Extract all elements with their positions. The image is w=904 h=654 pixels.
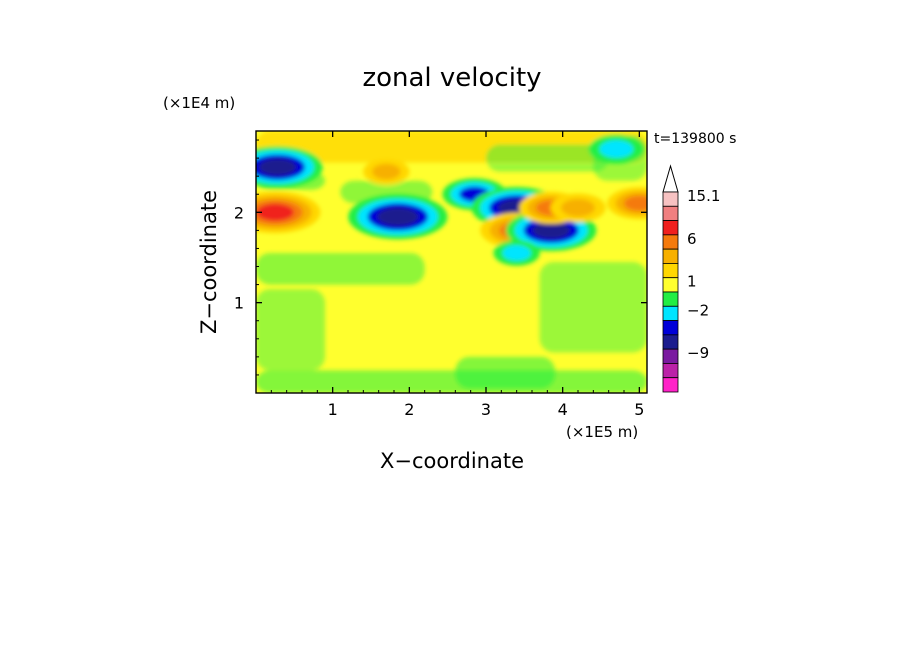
- colorbar-swatch: [662, 291, 679, 307]
- x-axis-label: X−coordinate: [380, 449, 524, 473]
- colorbar-swatch: [662, 220, 679, 236]
- colorbar-swatch: [662, 377, 679, 393]
- contour-level: [623, 195, 647, 211]
- colorbar-label: −9: [687, 344, 709, 362]
- field-band: [256, 289, 325, 371]
- colorbar-swatch: [662, 320, 679, 336]
- contour-level: [258, 158, 297, 176]
- colorbar-label: 1: [687, 273, 697, 291]
- x-tick-label: 5: [634, 400, 644, 419]
- colorbar-label: 6: [687, 230, 697, 248]
- colorbar: 15.1 6 1 −2 −9: [662, 164, 720, 393]
- field-feature: [348, 194, 448, 240]
- colorbar-swatch: [662, 305, 679, 321]
- colorbar-swatch: [662, 363, 679, 379]
- y-tick-label: 1: [234, 294, 244, 313]
- y-axis-label: Z−coordinate: [197, 190, 221, 334]
- colorbar-swatch: [662, 234, 679, 250]
- field-feature: [550, 193, 606, 223]
- colorbar-swatch: [662, 348, 679, 364]
- x-axis: 1 2 3 4 5: [270, 131, 644, 419]
- colorbar-label: −2: [687, 301, 709, 319]
- y-tick-label: 2: [234, 203, 244, 222]
- field-band: [486, 144, 609, 172]
- field-band: [539, 262, 647, 353]
- x-tick-label: 1: [328, 400, 338, 419]
- contour-level: [256, 203, 294, 221]
- contour-level: [532, 221, 570, 240]
- y-scale-label: (×1E4 m): [163, 94, 235, 112]
- field-feature: [493, 240, 540, 266]
- contour-level: [372, 163, 401, 180]
- x-tick-label: 2: [404, 400, 414, 419]
- time-label: t=139800 s: [654, 131, 736, 147]
- x-tick-label: 3: [481, 400, 491, 419]
- plot-frame: [255, 130, 648, 394]
- field-band: [455, 356, 555, 389]
- x-scale-label: (×1E5 m): [566, 423, 638, 441]
- colorbar-label: 15.1: [687, 187, 720, 205]
- colorbar-swatch: [662, 191, 679, 207]
- colorbar-swatch: [662, 334, 679, 350]
- contour-level: [502, 245, 531, 261]
- field-feature: [588, 134, 644, 164]
- colorbar-swatch: [662, 277, 679, 293]
- y-axis: 12: [234, 139, 647, 376]
- field-band: [256, 370, 647, 393]
- colorbar-swatch: [662, 263, 679, 279]
- x-tick-label: 4: [558, 400, 568, 419]
- field-feature: [256, 146, 323, 188]
- colorbar-extend-triangle: [662, 164, 679, 193]
- colorbar-swatch: [662, 205, 679, 221]
- plot-field: [256, 131, 647, 393]
- contour-level: [561, 199, 595, 217]
- colorbar-swatch: [662, 248, 679, 264]
- chart-title: zonal velocity: [362, 63, 541, 93]
- field-band: [256, 252, 425, 285]
- field-feature: [256, 191, 321, 234]
- field-feature: [363, 158, 410, 185]
- contour-level: [377, 207, 419, 227]
- field-feature: [607, 187, 647, 220]
- contour-level: [599, 140, 634, 158]
